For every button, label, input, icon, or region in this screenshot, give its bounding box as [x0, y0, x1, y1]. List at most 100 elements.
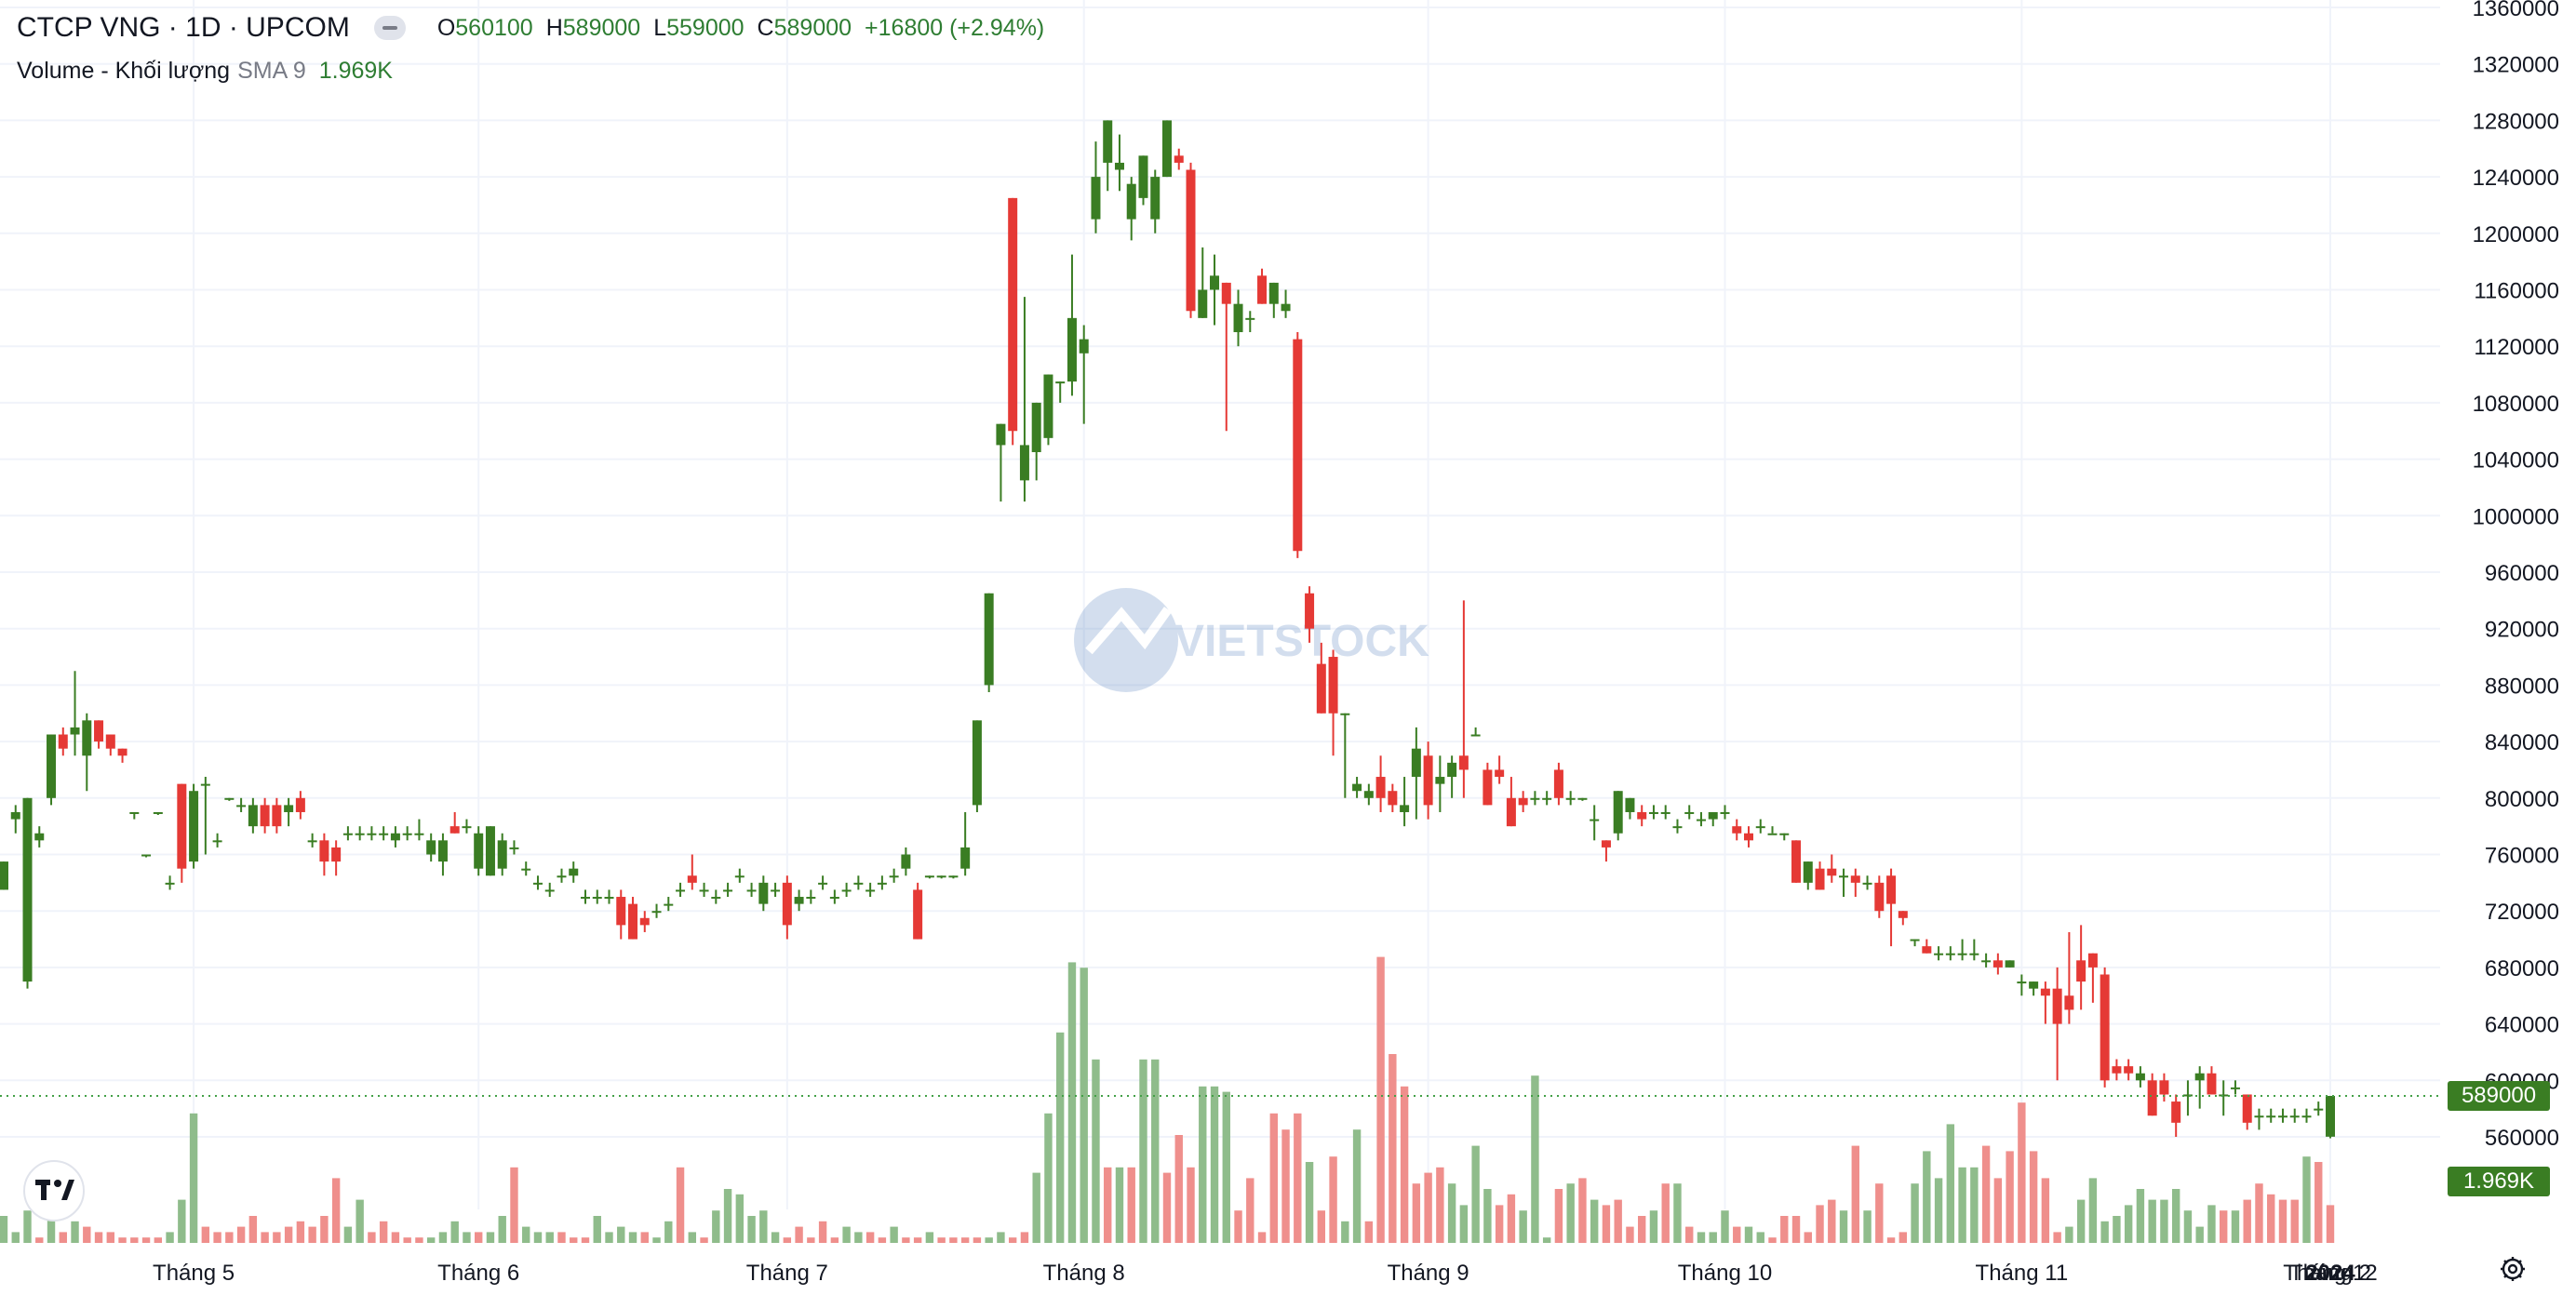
candle-body	[1198, 289, 1208, 318]
candle-body	[1981, 960, 1992, 963]
volume-bar	[1162, 1172, 1172, 1243]
candle-body	[1495, 769, 1505, 778]
volume-bar	[2267, 1194, 2275, 1243]
price-candles	[0, 120, 2335, 1139]
volume-bar	[1317, 1210, 1326, 1243]
volume-bar	[2231, 1210, 2240, 1243]
candle-body	[1363, 791, 1374, 798]
volume-bar	[1281, 1129, 1290, 1243]
price-tick-label: 1360000	[2473, 0, 2559, 21]
volume-bar	[2243, 1199, 2251, 1243]
volume-bar	[1554, 1189, 1563, 1243]
volume-bar	[1329, 1156, 1337, 1243]
price-tick-label: 1320000	[2473, 53, 2559, 78]
volume-bar	[1352, 1129, 1362, 1243]
volume-bar	[1661, 1183, 1670, 1243]
candle-body	[212, 840, 222, 843]
candle-body	[604, 897, 614, 900]
price-tick-label: 680000	[2485, 956, 2559, 981]
candle-body	[260, 805, 270, 827]
volume-bar	[1531, 1075, 1539, 1243]
tradingview-logo-icon[interactable]	[23, 1160, 85, 1222]
candle-body	[367, 833, 377, 835]
symbol-title[interactable]: CTCP VNG · 1D · UPCOM	[17, 12, 350, 43]
volume-bar	[712, 1210, 720, 1243]
volume-bar	[189, 1113, 198, 1243]
candle-body	[1008, 197, 1018, 432]
candle-body	[1138, 155, 1148, 198]
candle-body	[2182, 1094, 2193, 1097]
volume-bar	[581, 1237, 590, 1243]
candle-body	[1779, 833, 1790, 835]
volume-bar	[1697, 1232, 1706, 1243]
gear-icon[interactable]	[2498, 1254, 2528, 1284]
volume-bar	[1756, 1232, 1764, 1243]
volume-bar	[593, 1216, 601, 1243]
candle-body	[1126, 183, 1136, 220]
candle-body	[485, 826, 495, 876]
volume-bar	[1898, 1232, 1908, 1243]
candle-body	[272, 805, 282, 827]
candle-body	[1435, 777, 1445, 784]
vietstock-watermark: VIETSTOCK	[1074, 588, 1429, 692]
candle-body	[699, 889, 709, 892]
volume-bar	[94, 1232, 103, 1243]
candle-body	[1530, 797, 1540, 800]
volume-bar	[1067, 962, 1077, 1243]
volume-bar	[1199, 1086, 1207, 1243]
volume-legend-value: 1.969K	[318, 58, 393, 84]
candle-body	[331, 847, 342, 862]
candle-body	[1043, 374, 1053, 438]
volume-bar	[1768, 1237, 1777, 1243]
candle-body	[2005, 960, 2015, 968]
volume-bar	[878, 1237, 887, 1243]
volume-bar	[59, 1232, 67, 1243]
candle-body	[913, 889, 923, 940]
volume-bar	[1614, 1199, 1622, 1243]
candle-body	[1174, 155, 1184, 163]
time-tick-label: Tháng 7	[746, 1261, 828, 1286]
candle-body	[509, 847, 519, 849]
candle-body	[1803, 861, 1813, 883]
candle-body	[1186, 169, 1196, 312]
candle-body	[532, 882, 543, 885]
collapse-legend-icon[interactable]	[373, 16, 406, 40]
candle-body	[129, 811, 140, 814]
candle-body	[639, 917, 650, 926]
volume-bar	[201, 1226, 210, 1243]
volume-bar	[1459, 1205, 1469, 1243]
candle-body	[426, 840, 436, 855]
volume-bar	[1115, 1167, 1124, 1243]
candle-body	[1316, 663, 1326, 714]
candle-body	[1992, 960, 2003, 968]
volume-bar	[522, 1226, 530, 1243]
volume-bar	[1174, 1135, 1183, 1243]
candle-body	[1957, 953, 1967, 955]
candle-body	[1565, 797, 1576, 800]
volume-bar	[960, 1237, 970, 1243]
candle-body	[581, 897, 590, 900]
volume-bar	[510, 1167, 518, 1243]
candle-body	[782, 882, 792, 926]
candle-body	[284, 805, 294, 812]
volume-bars	[0, 956, 2335, 1243]
time-tick-label: Tháng 5	[153, 1261, 235, 1286]
volume-bar	[2195, 1226, 2204, 1243]
volume-bar	[807, 1237, 815, 1243]
symbol-header: CTCP VNG · 1D · UPCOM O560100 H589000 L5…	[17, 11, 1044, 45]
volume-bar	[1008, 1237, 1017, 1243]
volume-bar	[178, 1199, 186, 1243]
candle-body	[2040, 988, 2050, 996]
volume-legend[interactable]: Volume - Khối lượng SMA 9 1.969K	[17, 58, 393, 85]
price-axis[interactable]: 1360000 1320000 1280000 1240000 1200000 11600…	[2473, 0, 2559, 1151]
volume-bar	[2160, 1199, 2168, 1243]
candle-body	[1910, 939, 1920, 941]
volume-bar	[570, 1237, 578, 1243]
volume-bar	[498, 1216, 506, 1243]
close-value: C589000	[757, 14, 852, 41]
candle-body	[1388, 791, 1398, 806]
volume-bar	[2100, 1221, 2109, 1243]
time-axis[interactable]: Tháng 5 Tháng 6 Tháng 7 Tháng 8 Tháng 9 Tháng…	[153, 1261, 2378, 1286]
candle-body	[1625, 797, 1635, 812]
